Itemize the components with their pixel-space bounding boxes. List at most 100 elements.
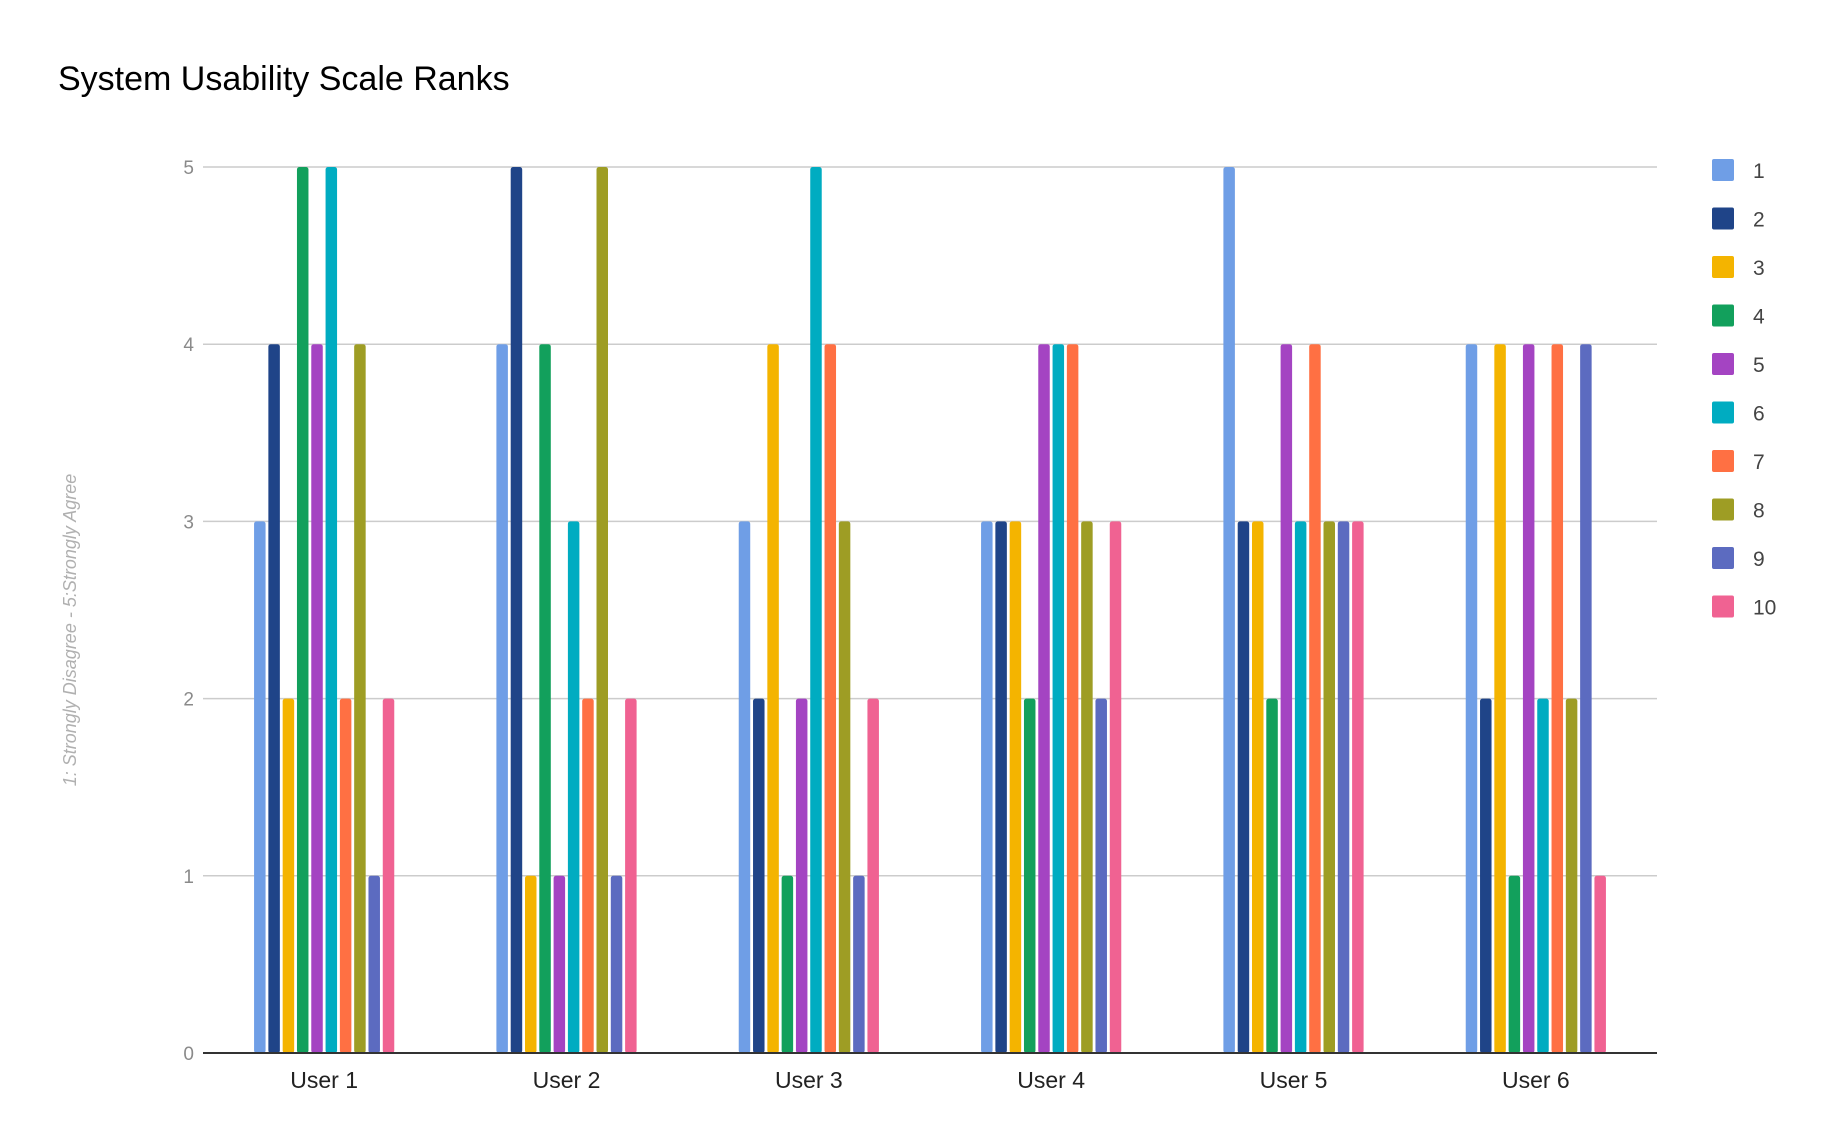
bar-user-1-series-10 [382,698,395,1053]
chart-title: System Usability Scale Ranks [58,60,510,98]
legend-item: 2 [1712,207,1765,232]
bar-user-3-series-4 [781,875,794,1053]
bar-user-4-series-5 [1038,344,1050,1053]
x-tick-label: User 5 [1260,1067,1328,1093]
legend-label: 5 [1753,354,1765,377]
legend-item: 4 [1712,304,1765,329]
bar-user-1-series-3 [282,698,295,1053]
legend-label: 9 [1753,548,1765,571]
bar-user-4-series-10 [1109,521,1122,1053]
bar-user-2-series-3 [525,875,537,1053]
bar-user-6-series-4 [1508,875,1521,1053]
y-axis-title: 1: Strongly Disagree - 5:Strongly Agree [60,474,80,787]
bar-user-2-series-2 [510,167,523,1053]
bar-user-2-series-7 [582,698,594,1053]
bar-user-2-series-9 [610,875,623,1053]
bar-user-1-series-9 [368,875,380,1053]
y-tick-label: 5 [183,158,194,179]
bar-user-6-series-5 [1522,344,1535,1053]
bar-user-5-series-5 [1280,344,1293,1053]
bar-user-1-series-8 [354,344,366,1053]
legend-item: 5 [1712,353,1765,377]
bar-user-6-series-7 [1551,344,1564,1053]
bar-user-5-series-2 [1237,521,1250,1053]
legend: 1 2 3 4 5 6 7 8 9 10 [1712,159,1776,620]
y-tick-label: 0 [183,1044,194,1065]
bar-user-2-series-5 [553,875,566,1053]
y-tick-label: 3 [183,512,194,533]
bar-user-5-series-10 [1352,521,1364,1053]
legend-item: 3 [1712,256,1765,280]
bar-user-4-series-2 [995,521,1007,1053]
legend-item: 6 [1712,401,1765,426]
legend-item: 8 [1712,498,1765,523]
bar-user-1-series-4 [296,167,309,1053]
legend-label: 6 [1753,403,1765,426]
bar-user-4-series-6 [1052,344,1065,1053]
x-tick-label: User 1 [290,1067,358,1093]
bar-user-1-series-1 [254,521,266,1053]
bar-user-5-series-7 [1309,344,1321,1053]
bar-user-1-series-7 [339,698,352,1053]
bar-user-3-series-3 [767,344,779,1053]
bar-user-2-series-10 [625,698,637,1053]
legend-swatch [1712,256,1734,278]
legend-label: 10 [1753,597,1776,620]
legend-label: 2 [1753,209,1765,232]
x-tick-label: User 4 [1017,1067,1085,1093]
axes: 0 1 2 3 4 5 User 1 User 2 User 3 User 4 User 5 User… [183,158,1657,1093]
y-tick-label: 1 [183,867,194,888]
bar-user-3-series-6 [810,167,822,1053]
bar-user-4-series-8 [1081,521,1093,1053]
x-tick-label: User 2 [533,1067,601,1093]
bar-user-1-series-2 [268,344,280,1053]
bar-user-4-series-1 [981,521,993,1053]
bar-user-3-series-9 [853,875,865,1053]
bar-user-2-series-1 [496,344,508,1053]
legend-swatch [1712,450,1734,472]
legend-item: 1 [1712,159,1765,183]
bar-user-1-series-6 [325,167,338,1053]
bar-user-4-series-9 [1095,698,1107,1053]
legend-label: 7 [1753,451,1765,474]
x-tick-label: User 3 [775,1067,843,1093]
bar-user-2-series-4 [539,344,551,1053]
bar-user-6-series-9 [1580,344,1592,1053]
bar-user-6-series-10 [1594,875,1606,1053]
legend-swatch [1712,353,1734,375]
legend-swatch [1712,304,1734,327]
y-tick-label: 2 [183,690,194,711]
bar-user-5-series-3 [1252,521,1264,1053]
bar-user-5-series-4 [1266,698,1278,1053]
bar-user-3-series-2 [753,698,765,1053]
bar-user-4-series-3 [1009,521,1022,1053]
bar-user-3-series-7 [824,344,837,1053]
bar-user-3-series-10 [867,698,879,1053]
legend-item: 9 [1712,547,1765,571]
bar-user-2-series-6 [567,521,580,1053]
legend-swatch [1712,401,1734,424]
bar-user-5-series-9 [1337,521,1350,1053]
legend-swatch [1712,207,1734,230]
bar-user-3-series-1 [738,521,751,1053]
legend-label: 1 [1753,160,1765,183]
legend-swatch [1712,159,1734,181]
x-tick-label: User 6 [1502,1067,1570,1093]
legend-item: 7 [1712,450,1765,474]
legend-label: 3 [1753,257,1765,280]
bar-user-3-series-5 [795,698,808,1053]
bar-user-3-series-8 [838,521,851,1053]
bar-user-6-series-6 [1537,698,1549,1053]
bar-user-5-series-8 [1323,521,1335,1053]
gridlines [203,166,1657,877]
bar-user-1-series-5 [311,344,323,1053]
bar-user-4-series-7 [1066,344,1079,1053]
bar-user-5-series-1 [1223,167,1235,1053]
bar-user-4-series-4 [1023,698,1036,1053]
legend-swatch [1712,547,1734,569]
bar-user-6-series-8 [1565,698,1578,1053]
legend-swatch [1712,595,1734,618]
y-tick-label: 4 [183,335,194,356]
legend-label: 4 [1753,306,1765,329]
